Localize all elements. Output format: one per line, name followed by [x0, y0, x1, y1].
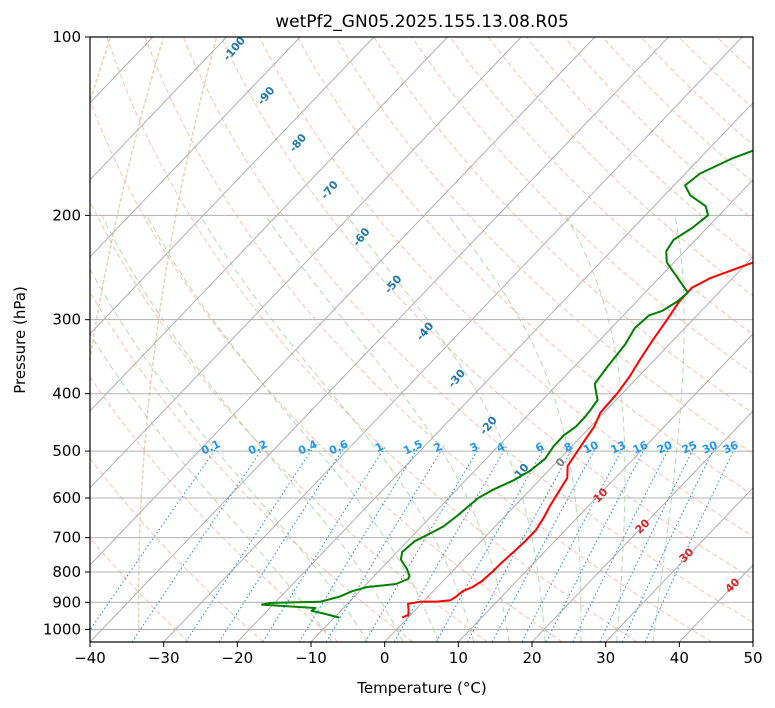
- mixing-ratio-label: 16: [631, 438, 651, 456]
- dry-adiabat: [90, 99, 563, 642]
- dry-adiabat: [297, 37, 753, 496]
- moist-adiabat: [101, 215, 404, 642]
- mixing-ratio-label: 13: [609, 438, 628, 456]
- dry-adiabat: [258, 37, 753, 538]
- x-tick-label: 40: [670, 649, 689, 667]
- mixing-ratio-line: [599, 445, 696, 642]
- x-tick-label: 0: [380, 649, 390, 667]
- y-tick-label: 200: [52, 206, 81, 224]
- x-tick-label: −30: [148, 649, 180, 667]
- x-tick-label: 50: [743, 649, 762, 667]
- moist-adiabat: [448, 215, 582, 642]
- isotherm: [90, 37, 375, 335]
- dry-adiabat: [449, 37, 753, 336]
- dry-adiabat: [220, 37, 753, 580]
- mixing-ratio-line: [545, 445, 647, 642]
- y-tick-label: 300: [52, 311, 81, 329]
- moist-adiabat: [565, 215, 626, 642]
- isotherm: [384, 256, 753, 642]
- dry-adiabat: [90, 457, 264, 642]
- y-axis: 1000 900 800 700 600 500 400 300 200 100: [43, 28, 90, 638]
- moist-adiabat: [90, 268, 369, 642]
- mixing-ratio-line: [262, 445, 387, 642]
- chart-title: wetPf2_GN05.2025.155.13.08.R05: [275, 12, 569, 32]
- isotherm: [90, 37, 522, 489]
- x-tick-label: −40: [74, 649, 106, 667]
- y-tick-label: 400: [52, 385, 81, 403]
- mixing-ratio-label: 30: [700, 438, 720, 456]
- dry-adiabat: [335, 37, 753, 455]
- isotherm: [310, 179, 753, 642]
- mixing-ratio-label: 10: [581, 438, 601, 456]
- dry-adiabat: [106, 37, 638, 642]
- mixing-ratio-label: 36: [721, 438, 741, 456]
- x-tick-label: 10: [449, 649, 468, 667]
- y-tick-label: 900: [52, 593, 81, 611]
- mixing-ratio-line: [298, 445, 420, 642]
- y-tick-label: 500: [52, 442, 81, 460]
- dewpoint-profile: [261, 149, 753, 619]
- mixing-ratio-line: [90, 445, 219, 631]
- mixing-ratio-line: [218, 445, 346, 642]
- y-tick-label: 1000: [43, 620, 81, 638]
- isotherm: [90, 37, 596, 566]
- moist-adiabat: [652, 215, 685, 642]
- moist-adiabat: [264, 215, 510, 642]
- isotherm: [605, 487, 753, 642]
- plot-frame: [89, 36, 754, 643]
- mixing-ratio-line: [185, 445, 315, 642]
- mixing-ratio-line: [364, 445, 481, 642]
- mixing-ratio-line: [435, 445, 546, 642]
- isotherm: [90, 37, 227, 181]
- background-lines: [90, 37, 753, 642]
- isotherm: [236, 102, 753, 642]
- temperature-profile: [401, 261, 753, 619]
- moist-adiabat: [346, 215, 546, 642]
- y-axis-title: Pressure (hPa): [11, 286, 29, 394]
- y-tick-label: 100: [52, 28, 81, 46]
- dry-adiabat: [90, 537, 190, 642]
- y-tick-label: 700: [52, 529, 81, 547]
- dry-adiabat: [90, 200, 488, 642]
- isotherm: [90, 37, 301, 258]
- x-tick-label: 20: [522, 649, 541, 667]
- moist-adiabat: [146, 215, 439, 642]
- x-axis: −40 −30 −20 −10 0 10 20 30 40 50: [74, 642, 763, 667]
- mixing-ratio-line: [325, 445, 445, 642]
- y-tick-label: 800: [52, 563, 81, 581]
- y-tick-label: 600: [52, 489, 81, 507]
- moist-adiabat: [199, 215, 475, 642]
- x-tick-label: 30: [596, 649, 615, 667]
- isotherm: [90, 37, 669, 642]
- mixing-ratio-label: 25: [680, 438, 699, 456]
- mixing-ratio-line: [521, 445, 625, 642]
- secondary-curve: [137, 37, 218, 630]
- x-axis-title: Temperature (°C): [356, 679, 486, 697]
- isotherm: [90, 37, 448, 412]
- dry-adiabat: [144, 37, 712, 642]
- dry-adiabat: [487, 37, 753, 297]
- x-tick-label: −20: [222, 649, 254, 667]
- mixing-ratio-line: [131, 445, 265, 642]
- mixing-ratio-label: 20: [655, 438, 675, 456]
- dry-adiabat: [373, 37, 753, 414]
- x-tick-label: −10: [295, 649, 327, 667]
- isotherm: [531, 410, 753, 642]
- profiles: [261, 149, 753, 619]
- isotherm: [457, 333, 753, 642]
- mixing-ratio-line: [572, 445, 671, 642]
- isotherm: [163, 37, 743, 642]
